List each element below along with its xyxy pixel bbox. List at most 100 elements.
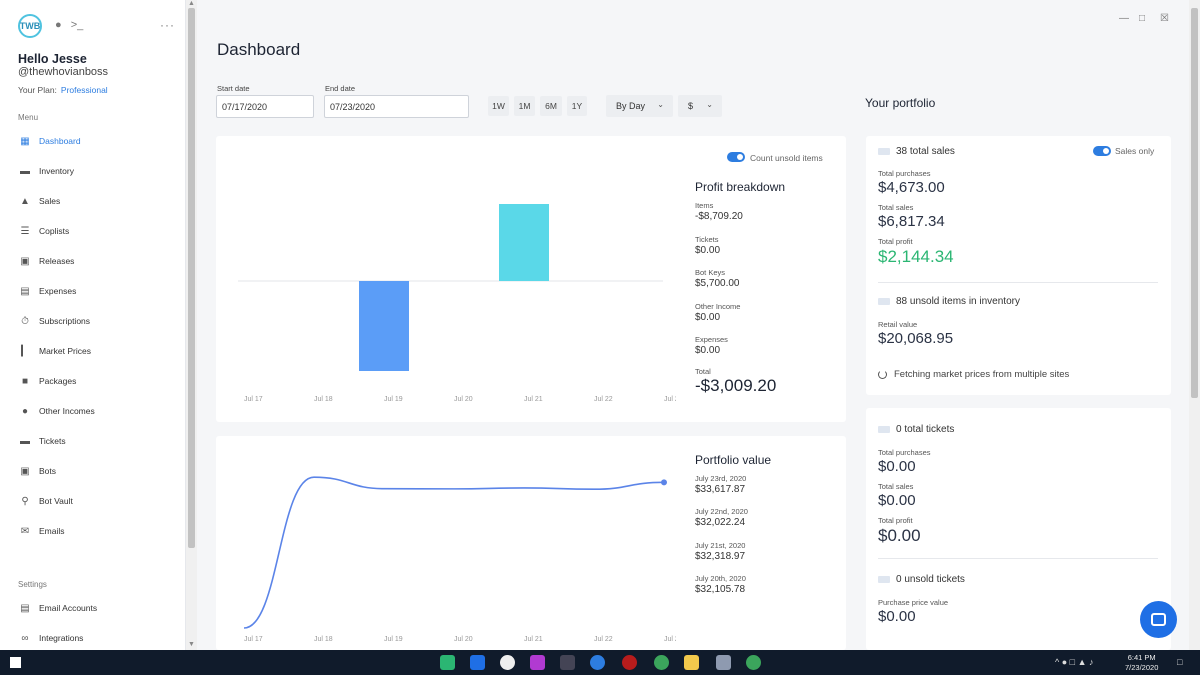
total-profit-label: Total profit <box>878 237 913 246</box>
portfolio-value-row-value: $32,318.97 <box>695 550 746 562</box>
app-taskbar-icon[interactable] <box>622 655 637 670</box>
sidebar-item-label: Tickets <box>39 436 66 446</box>
sidebar-item-dashboard[interactable]: ▦ Dashboard <box>18 133 81 149</box>
profit-total-label: Total <box>695 367 711 376</box>
total-purchases-label: Total purchases <box>878 169 931 178</box>
notifications-icon[interactable]: □ <box>1177 657 1183 667</box>
bar-jul-20[interactable] <box>499 204 549 281</box>
app-taskbar-icon[interactable] <box>716 655 731 670</box>
count-unsold-toggle[interactable] <box>727 152 745 162</box>
sidebar-item-other-incomes[interactable]: ● Other Incomes <box>18 403 95 419</box>
sidebar-item-market-prices[interactable]: ▎ Market Prices <box>18 343 91 359</box>
sales-only-label: Sales only <box>1115 146 1155 156</box>
sidebar-item-emails[interactable]: ✉ Emails <box>18 523 65 539</box>
purchase-price-value: $0.00 <box>878 608 916 625</box>
minimize-icon[interactable]: — <box>1119 13 1129 24</box>
ticket-icon <box>878 576 890 583</box>
range-1y-button[interactable]: 1Y <box>567 96 587 116</box>
currency-select[interactable]: $ ⌄ <box>678 95 722 117</box>
range-1m-button[interactable]: 1M <box>514 96 535 116</box>
profit-row-label: Expenses <box>695 335 728 344</box>
chevron-down-icon: ⌄ <box>657 100 664 109</box>
sidebar-item-coplists[interactable]: ☰ Coplists <box>18 223 70 239</box>
retail-value: $20,068.95 <box>878 330 954 347</box>
sidebar-item-label: Coplists <box>39 226 70 236</box>
end-date-input[interactable]: 07/23/2020 <box>324 95 469 118</box>
sidebar-item-releases[interactable]: ▣ Releases <box>18 253 74 269</box>
sidebar-item-inventory[interactable]: ▬ Inventory <box>18 163 74 179</box>
x-tick-label: Jul 21 <box>524 396 543 403</box>
x-tick-label: Jul 19 <box>384 636 403 643</box>
close-icon[interactable]: ☒ <box>1160 13 1169 24</box>
sidebar-scrollbar[interactable]: ▲ ▼ <box>186 0 197 650</box>
unsold-items-head: 88 unsold items in inventory <box>878 296 1020 307</box>
total-sales-head: 38 total sales <box>878 146 955 157</box>
divider <box>878 558 1158 559</box>
profit-bar-chart: Jul 17 Jul 18 Jul 19 Jul 20 Jul 21 Jul 22 Jul … <box>238 204 676 403</box>
unsold-tickets-head: 0 unsold tickets <box>878 574 965 585</box>
profit-row-value: $5,700.00 <box>695 278 740 289</box>
sidebar-item-bot-vault[interactable]: ⚲ Bot Vault <box>18 493 73 509</box>
range-6m-button[interactable]: 6M <box>540 96 562 116</box>
app-taskbar-icon[interactable] <box>440 655 455 670</box>
app-taskbar-icon[interactable] <box>470 655 485 670</box>
greeting: Hello Jesse <box>18 52 87 66</box>
portfolio-value-row-value: $32,105.78 <box>695 583 746 595</box>
bell-icon[interactable]: ● <box>55 19 62 31</box>
shoe-icon: ▬ <box>20 165 30 177</box>
plan-link[interactable]: Professional <box>60 85 108 95</box>
bar-jul-18[interactable] <box>359 281 409 371</box>
grid-icon: ▦ <box>20 135 30 147</box>
group-by-select[interactable]: By Day ⌄ <box>606 95 673 117</box>
chrome-icon[interactable] <box>746 655 761 670</box>
count-unsold-label: Count unsold items <box>750 153 823 163</box>
end-date-label: End date <box>325 84 356 93</box>
range-1w-button[interactable]: 1W <box>488 96 509 116</box>
sidebar-item-tickets[interactable]: ▬ Tickets <box>18 433 66 449</box>
taskbar-clock[interactable]: 6:41 PM 7/23/2020 <box>1125 653 1159 672</box>
tickets-summary-card: 0 total tickets Total purchases $0.00 To… <box>866 408 1171 650</box>
terminal-icon[interactable]: >_ <box>70 19 84 31</box>
sales-only-toggle[interactable] <box>1093 146 1111 156</box>
profit-breakdown-title: Profit breakdown <box>695 180 786 194</box>
sidebar-item-integrations[interactable]: ∞ Integrations <box>18 630 83 646</box>
chevron-down-icon: ⌄ <box>706 100 713 109</box>
maximize-icon[interactable]: □ <box>1139 13 1146 24</box>
tickets-sales-label: Total sales <box>878 482 914 491</box>
main-scrollbar[interactable] <box>1189 0 1200 650</box>
portfolio-value-title: Portfolio value <box>695 453 772 467</box>
app-taskbar-icon[interactable] <box>560 655 575 670</box>
sidebar-item-label: Packages <box>39 376 77 386</box>
x-tick-label: Jul 21 <box>524 636 543 643</box>
app-taskbar-icon[interactable] <box>500 655 515 670</box>
total-profit-value: $2,144.34 <box>878 247 954 266</box>
app-taskbar-icon[interactable] <box>530 655 545 670</box>
menu-label: Menu <box>18 113 39 122</box>
more-options-icon[interactable]: ··· <box>160 18 175 32</box>
sidebar-item-label: Other Incomes <box>39 406 95 416</box>
shirt-icon <box>878 148 890 155</box>
sidebar-item-subscriptions[interactable]: ⏱ Subscriptions <box>18 313 90 329</box>
start-date-input[interactable]: 07/17/2020 <box>216 95 314 118</box>
tray-icons[interactable]: ^ ● □ ▲ ♪ <box>1055 657 1094 667</box>
sidebar-item-sales[interactable]: ▲ Sales <box>18 193 60 209</box>
last-point-marker[interactable] <box>661 479 667 486</box>
retail-value-label: Retail value <box>878 320 918 329</box>
chat-support-button[interactable] <box>1140 601 1177 638</box>
sidebar-item-label: Dashboard <box>39 136 81 146</box>
app-logo: TWB <box>18 14 42 38</box>
chrome-icon[interactable] <box>654 655 669 670</box>
windows-start-icon[interactable] <box>10 657 21 668</box>
sidebar-item-expenses[interactable]: ▤ Expenses <box>18 283 76 299</box>
app-taskbar-icon[interactable] <box>590 655 605 670</box>
plan-info: Your Plan: Professional <box>18 85 108 95</box>
folder-icon[interactable] <box>684 655 699 670</box>
purchase-price-label: Purchase price value <box>878 598 949 607</box>
x-tick-label: Jul 18 <box>314 396 333 403</box>
mail-icon: ✉ <box>20 525 30 537</box>
profit-row-value: $0.00 <box>695 244 721 256</box>
sidebar-item-email-accounts[interactable]: ▤ Email Accounts <box>18 600 97 616</box>
sidebar-item-packages[interactable]: ■ Packages <box>18 373 76 389</box>
sidebar-item-label: Emails <box>39 526 65 536</box>
sidebar-item-bots[interactable]: ▣ Bots <box>18 463 56 479</box>
